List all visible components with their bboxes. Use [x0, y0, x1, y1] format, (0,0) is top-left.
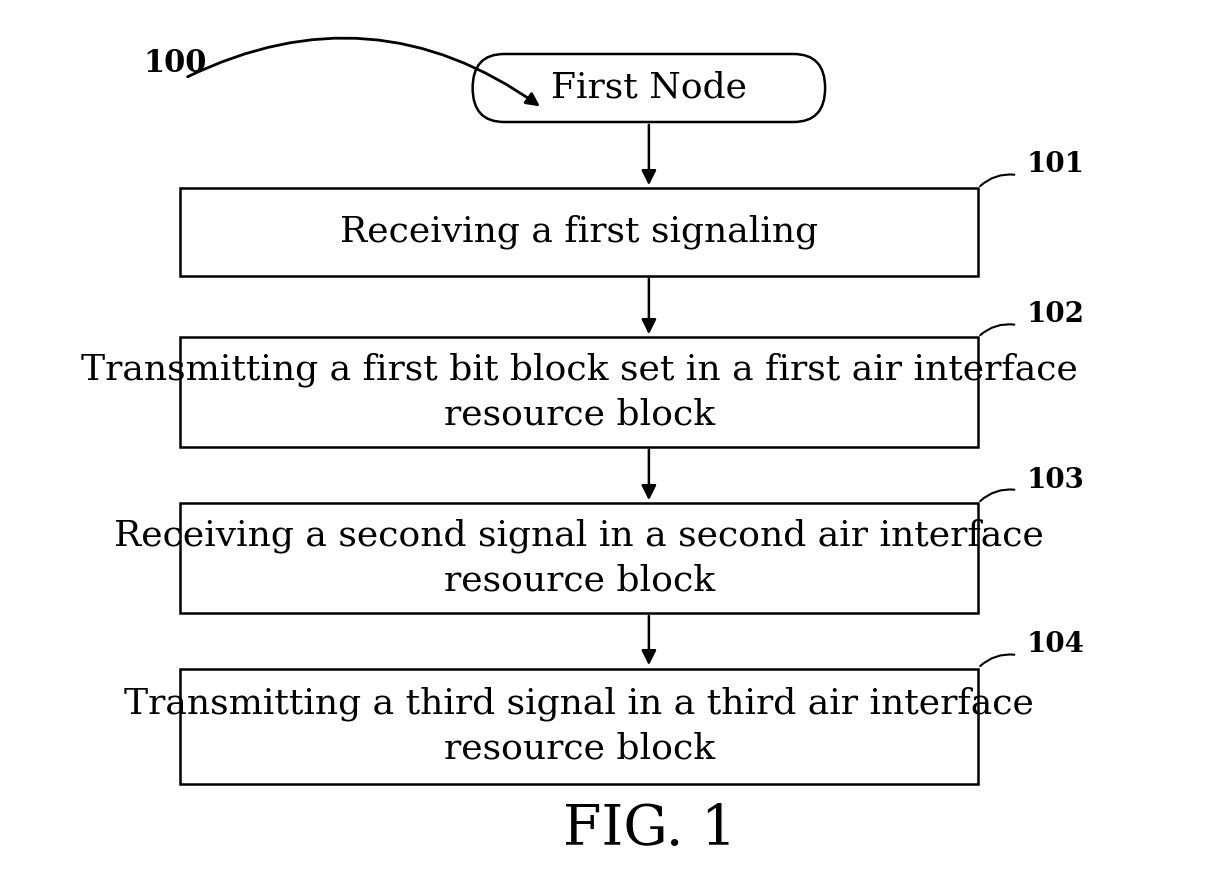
Text: 103: 103	[1027, 467, 1084, 494]
Text: 101: 101	[1027, 152, 1084, 178]
Text: Receiving a second signal in a second air interface
resource block: Receiving a second signal in a second ai…	[114, 519, 1044, 598]
Text: FIG. 1: FIG. 1	[563, 803, 736, 857]
FancyBboxPatch shape	[472, 54, 825, 122]
Text: Transmitting a third signal in a third air interface
resource block: Transmitting a third signal in a third a…	[125, 686, 1034, 766]
Text: Transmitting a first bit block set in a first air interface
resource block: Transmitting a first bit block set in a …	[81, 352, 1078, 431]
FancyBboxPatch shape	[180, 503, 978, 613]
FancyBboxPatch shape	[180, 188, 978, 276]
FancyBboxPatch shape	[180, 337, 978, 447]
Text: 100: 100	[143, 48, 207, 79]
Text: 102: 102	[1027, 302, 1084, 328]
Text: 104: 104	[1027, 632, 1084, 659]
Text: Receiving a first signaling: Receiving a first signaling	[340, 214, 819, 250]
Text: First Node: First Node	[551, 71, 747, 105]
FancyBboxPatch shape	[180, 669, 978, 783]
